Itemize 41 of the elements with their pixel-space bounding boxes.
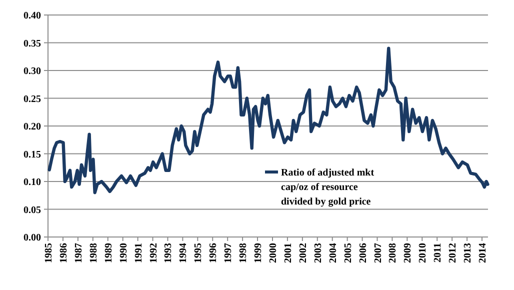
x-tick-label: 1993 — [163, 243, 174, 263]
x-tick-label: 1992 — [148, 243, 160, 263]
x-tick-label: 2014 — [478, 243, 489, 263]
legend-label: Ratio of adjusted mkt cap/oz of resource divided by gold price — [281, 168, 375, 208]
y-tick-label: 0.35 — [24, 38, 41, 50]
line-series — [48, 46, 490, 194]
x-tick-label: 2004 — [328, 243, 339, 263]
x-tick-label: 2012 — [448, 243, 459, 263]
x-tick-label: 2011 — [432, 243, 444, 262]
x-tick-label: 1988 — [88, 243, 100, 263]
y-tick-label: 0.40 — [24, 10, 41, 22]
y-tick-label: 0.15 — [24, 149, 41, 160]
x-tick-label: 2013 — [462, 243, 474, 263]
x-tick-label: 2001 — [282, 243, 294, 263]
x-tick-label: 2007 — [372, 243, 384, 263]
x-tick-label: 1995 — [193, 243, 204, 263]
x-tick-label: 2009 — [402, 243, 414, 263]
y-tick-label: 0.05 — [24, 204, 41, 216]
y-tick-label: 0.20 — [24, 122, 41, 132]
y-tick-label: 0.25 — [24, 94, 41, 105]
x-tick-label: 2000 — [268, 243, 279, 263]
x-tick-label: 1986 — [58, 243, 70, 263]
x-tick-label: 2006 — [358, 243, 369, 263]
y-tick-label: 0.10 — [24, 177, 41, 188]
y-tick-label: 0.00 — [24, 232, 41, 244]
x-tick-label: 2010 — [418, 243, 429, 263]
x-tick-label: 2003 — [312, 243, 324, 263]
x-tick-label: 2002 — [298, 243, 309, 263]
x-tick-label: 2005 — [342, 243, 354, 263]
x-tick-label: 1999 — [253, 243, 264, 263]
x-tick-label: 1985 — [44, 243, 54, 263]
x-tick-label: 1990 — [118, 243, 130, 263]
y-tick-label: 0.30 — [24, 66, 41, 77]
x-tick-label: 1998 — [238, 243, 250, 263]
x-tick-label: 1997 — [223, 243, 234, 263]
x-tick-label: 1994 — [178, 243, 190, 263]
x-tick-label: 1996 — [208, 243, 220, 263]
x-tick-label: 1991 — [133, 243, 144, 263]
x-tick-label: 1987 — [73, 243, 84, 263]
x-tick-label: 2008 — [388, 243, 399, 263]
x-tick-label: 1989 — [103, 243, 114, 263]
